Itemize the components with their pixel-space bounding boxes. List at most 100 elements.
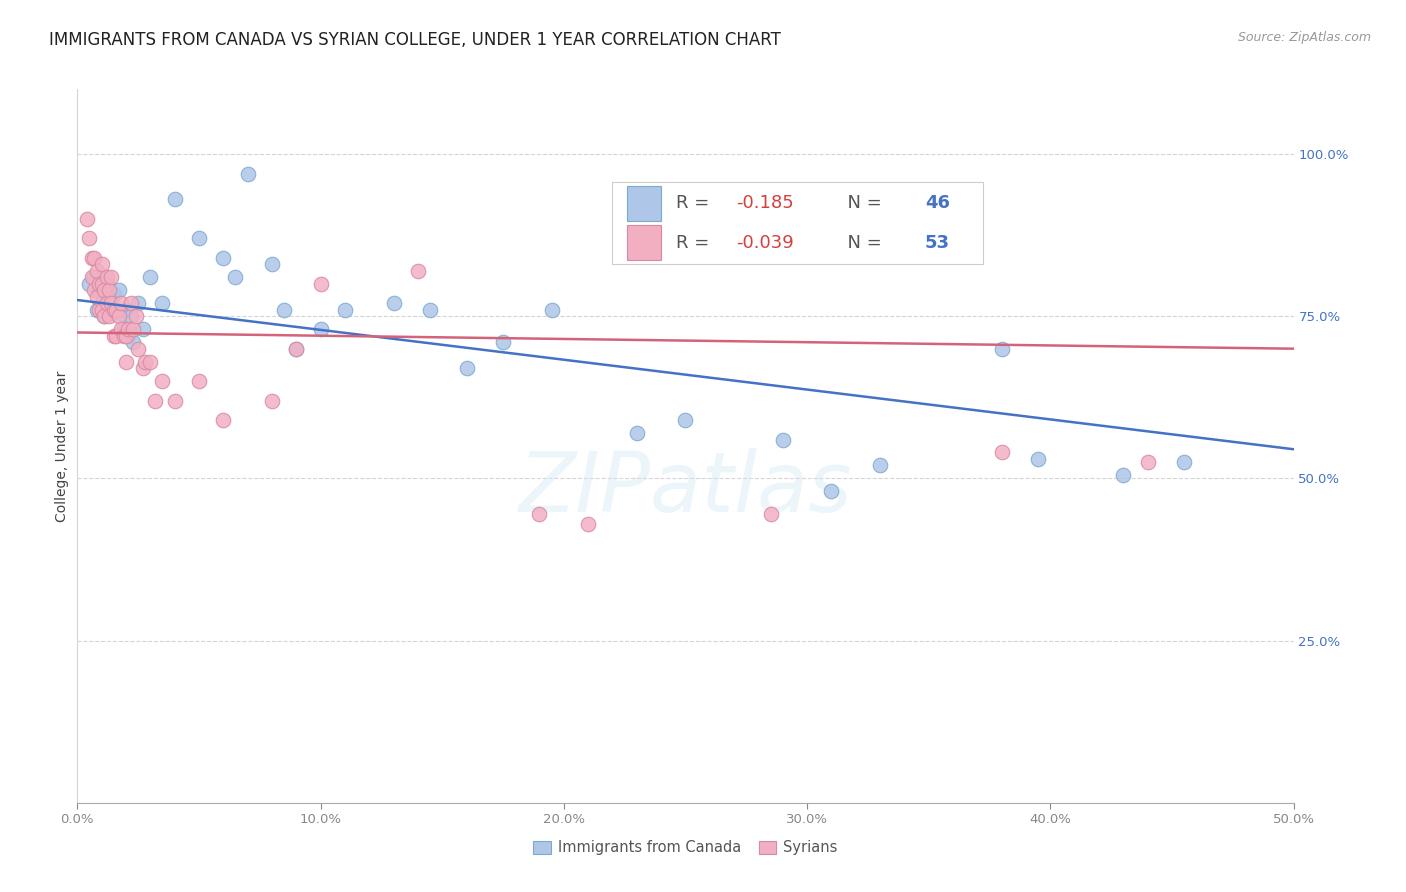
- Point: [122, 322, 145, 336]
- Text: -0.185: -0.185: [737, 194, 794, 212]
- Point: [120, 310, 142, 324]
- Point: [96, 277, 118, 291]
- Point: [117, 322, 139, 336]
- Point: [89, 302, 111, 317]
- Point: [406, 264, 429, 278]
- Point: [260, 257, 283, 271]
- Point: [309, 322, 332, 336]
- Point: [97, 310, 120, 324]
- Point: [163, 193, 186, 207]
- Point: [86, 290, 108, 304]
- Point: [107, 283, 129, 297]
- Point: [110, 322, 132, 336]
- Point: [96, 270, 118, 285]
- Point: [772, 433, 794, 447]
- Point: [80, 251, 103, 265]
- Point: [117, 328, 139, 343]
- Point: [285, 342, 308, 356]
- Point: [529, 507, 551, 521]
- Point: [89, 277, 111, 291]
- Point: [105, 302, 128, 317]
- Point: [100, 306, 122, 320]
- Point: [492, 335, 515, 350]
- Point: [90, 277, 112, 291]
- Point: [86, 264, 108, 278]
- Point: [132, 322, 155, 336]
- Point: [224, 270, 246, 285]
- Text: 53: 53: [925, 234, 950, 252]
- Point: [1112, 468, 1135, 483]
- Point: [990, 342, 1012, 356]
- Point: [110, 306, 132, 320]
- Point: [134, 354, 156, 368]
- Point: [163, 393, 186, 408]
- Point: [143, 393, 166, 408]
- Point: [115, 302, 138, 317]
- Point: [820, 484, 842, 499]
- Point: [100, 296, 122, 310]
- Point: [127, 342, 149, 356]
- Point: [212, 413, 235, 427]
- Point: [93, 310, 115, 324]
- Point: [333, 302, 356, 317]
- Text: N =: N =: [837, 194, 887, 212]
- Point: [540, 302, 562, 317]
- Point: [576, 516, 599, 531]
- Point: [83, 270, 105, 285]
- Point: [90, 257, 112, 271]
- Point: [96, 296, 118, 310]
- Point: [675, 413, 697, 427]
- Point: [103, 328, 125, 343]
- Point: [79, 231, 101, 245]
- Point: [152, 374, 174, 388]
- Point: [122, 335, 145, 350]
- Point: [79, 277, 101, 291]
- Point: [110, 296, 132, 310]
- Legend: Immigrants from Canada, Syrians: Immigrants from Canada, Syrians: [529, 836, 842, 860]
- Point: [107, 310, 129, 324]
- Point: [89, 283, 111, 297]
- Text: N =: N =: [837, 234, 887, 252]
- Point: [112, 322, 135, 336]
- Text: ZIPatlas: ZIPatlas: [519, 449, 852, 529]
- Point: [105, 328, 128, 343]
- Text: IMMIGRANTS FROM CANADA VS SYRIAN COLLEGE, UNDER 1 YEAR CORRELATION CHART: IMMIGRANTS FROM CANADA VS SYRIAN COLLEGE…: [49, 31, 782, 49]
- Point: [1173, 455, 1195, 469]
- Point: [1136, 455, 1159, 469]
- FancyBboxPatch shape: [613, 182, 983, 264]
- Point: [97, 283, 120, 297]
- Text: Source: ZipAtlas.com: Source: ZipAtlas.com: [1237, 31, 1371, 45]
- Point: [127, 296, 149, 310]
- Point: [236, 167, 259, 181]
- Point: [125, 310, 148, 324]
- Point: [115, 328, 138, 343]
- Point: [626, 425, 648, 440]
- Point: [759, 507, 782, 521]
- Point: [285, 342, 308, 356]
- Point: [869, 458, 891, 473]
- Point: [139, 270, 162, 285]
- Point: [112, 328, 135, 343]
- Point: [86, 302, 108, 317]
- Point: [990, 445, 1012, 459]
- Point: [132, 361, 155, 376]
- Point: [382, 296, 405, 310]
- Point: [188, 374, 211, 388]
- Point: [212, 251, 235, 265]
- Text: R =: R =: [676, 194, 714, 212]
- Point: [93, 283, 115, 297]
- Point: [90, 302, 112, 317]
- Point: [456, 361, 478, 376]
- FancyBboxPatch shape: [627, 186, 661, 220]
- Point: [188, 231, 211, 245]
- Point: [90, 296, 112, 310]
- Point: [309, 277, 332, 291]
- Text: 46: 46: [925, 194, 950, 212]
- Point: [80, 270, 103, 285]
- Point: [103, 286, 125, 301]
- Point: [1026, 452, 1049, 467]
- Point: [115, 354, 138, 368]
- Point: [260, 393, 283, 408]
- Point: [103, 302, 125, 317]
- Point: [120, 296, 142, 310]
